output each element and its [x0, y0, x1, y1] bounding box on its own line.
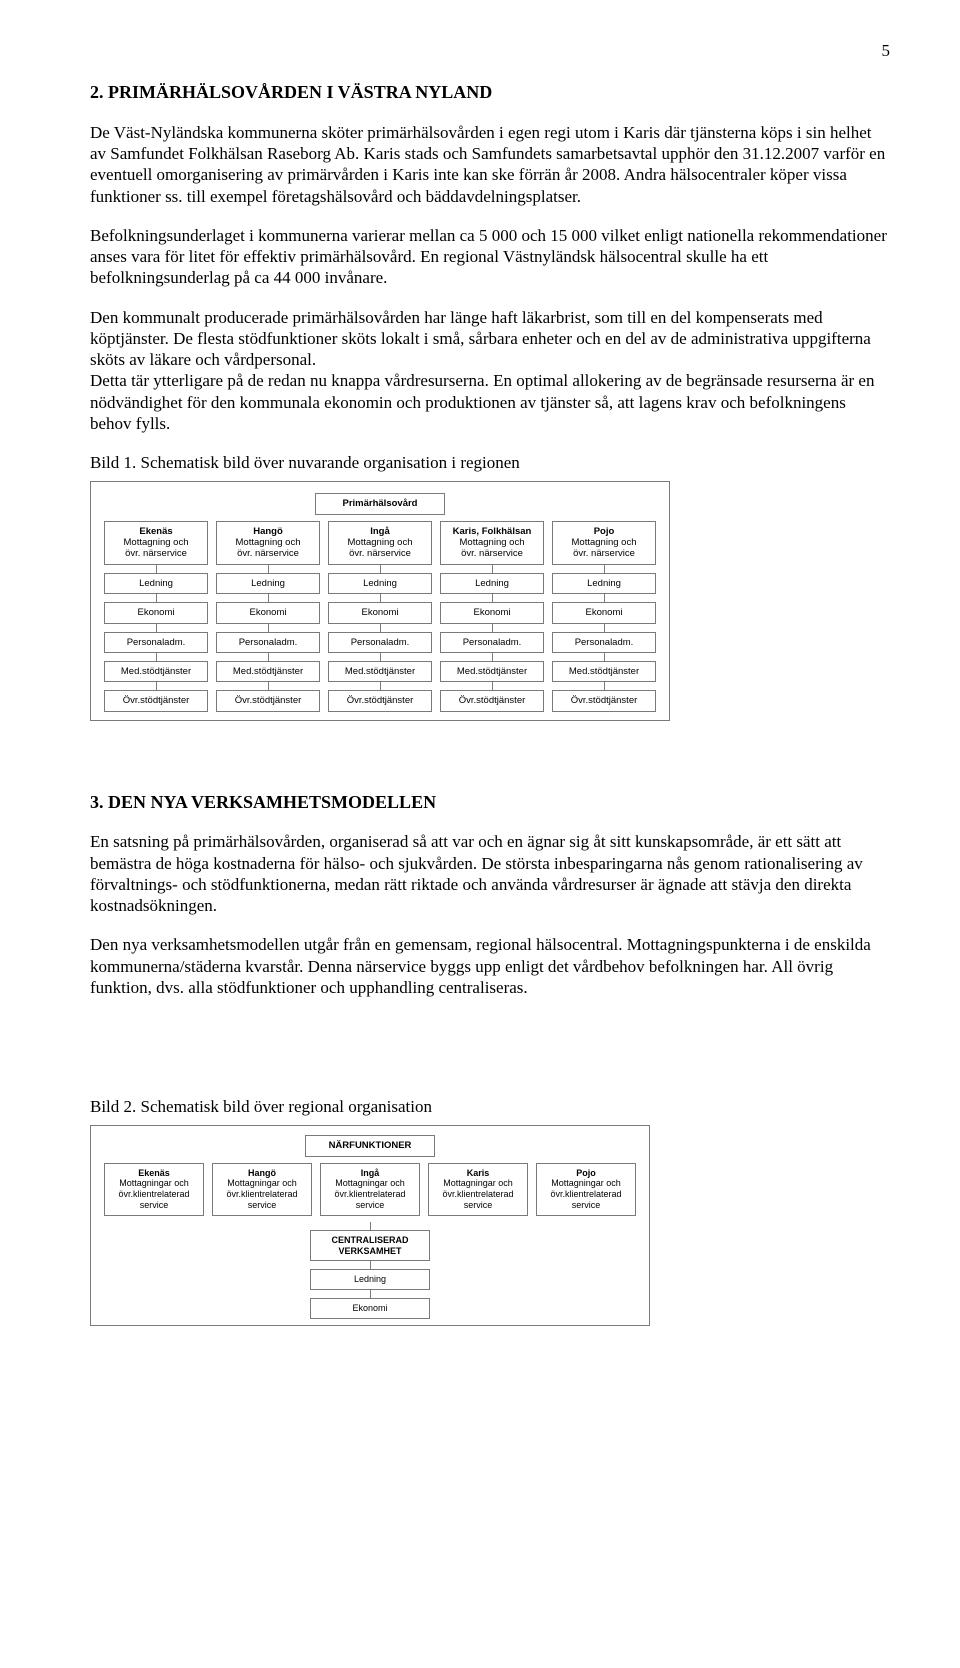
diagram-row-node: Ledning [216, 573, 320, 594]
connector [604, 624, 605, 632]
diagram-top-node: HangöMottagning ochövr. närservice [216, 521, 320, 565]
connector [604, 682, 605, 690]
paragraph: En satsning på primärhälsovården, organi… [90, 831, 890, 916]
diagram-column: KarisMottagningar ochövr.klientrelaterad… [428, 1163, 528, 1216]
diagram-row-node: Personaladm. [216, 632, 320, 653]
paragraph: Detta tär ytterligare på de redan nu kna… [90, 370, 890, 434]
diagram-row-node: Personaladm. [104, 632, 208, 653]
connector [268, 624, 269, 632]
diagram-top-node: PojoMottagning ochövr. närservice [552, 521, 656, 565]
paragraph: Den nya verksamhetsmodellen utgår från e… [90, 934, 890, 998]
diagram-row-node: Ekonomi [104, 602, 208, 623]
connector [604, 594, 605, 602]
diagram-row-node: Ledning [552, 573, 656, 594]
diagram-column: Karis, FolkhälsanMottagning ochövr. närs… [440, 521, 544, 712]
diagram-header-node: NÄRFUNKTIONER [305, 1135, 435, 1156]
diagram-top-node: Karis, FolkhälsanMottagning ochövr. närs… [440, 521, 544, 565]
diagram-row-node: Med.stödtjänster [328, 661, 432, 682]
diagram-top-node: IngåMottagning ochövr. närservice [328, 521, 432, 565]
connector [492, 653, 493, 661]
diagram-header-node: Primärhälsovård [315, 493, 445, 514]
connector [268, 682, 269, 690]
diagram-column: IngåMottagningar ochövr.klientrelaterads… [320, 1163, 420, 1216]
diagram-top-node: KarisMottagningar ochövr.klientrelaterad… [428, 1163, 528, 1216]
diagram-top-node: HangöMottagningar ochövr.klientrelaterad… [212, 1163, 312, 1216]
connector [370, 1261, 371, 1269]
diagram-1: Primärhälsovård EkenäsMottagning ochövr.… [90, 481, 670, 721]
diagram-row-node: Ekonomi [328, 602, 432, 623]
diagram-row-node: Övr.stödtjänster [216, 690, 320, 711]
diagram-row-node: Ledning [104, 573, 208, 594]
diagram-column: IngåMottagning ochövr. närservice Ledning… [328, 521, 432, 712]
connector [156, 653, 157, 661]
connector [370, 1222, 371, 1230]
connector [380, 594, 381, 602]
paragraph: De Väst-Nyländska kommunerna sköter prim… [90, 122, 890, 207]
connector [268, 653, 269, 661]
diagram-column: EkenäsMottagning ochövr. närservice Ledni… [104, 521, 208, 712]
connector [156, 565, 157, 573]
diagram-row-node: Ekonomi [552, 602, 656, 623]
diagram-row-node: Med.stödtjänster [216, 661, 320, 682]
diagram-row-node: Ledning [440, 573, 544, 594]
diagram-row-node: Med.stödtjänster [552, 661, 656, 682]
section-heading-1: 2. PRIMÄRHÄLSOVÅRDEN I VÄSTRA NYLAND [90, 81, 890, 104]
connector [156, 624, 157, 632]
diagram-center-node: Ledning [310, 1269, 430, 1290]
connector [380, 653, 381, 661]
diagram-top-node: EkenäsMottagning ochövr. närservice [104, 521, 208, 565]
diagram-column: EkenäsMottagningar ochövr.klientrelatera… [104, 1163, 204, 1216]
diagram-row-node: Personaladm. [552, 632, 656, 653]
connector [370, 1290, 371, 1298]
diagram-row-node: Övr.stödtjänster [552, 690, 656, 711]
diagram-row-node: Ekonomi [216, 602, 320, 623]
connector [492, 624, 493, 632]
paragraph: Befolkningsunderlaget i kommunerna varie… [90, 225, 890, 289]
section-heading-2: 3. DEN NYA VERKSAMHETSMODELLEN [90, 791, 890, 814]
connector [268, 594, 269, 602]
connector [380, 624, 381, 632]
diagram-2: NÄRFUNKTIONER EkenäsMottagningar ochövr.… [90, 1125, 650, 1326]
diagram-row-node: Ledning [328, 573, 432, 594]
figure-caption: Bild 1. Schematisk bild över nuvarande o… [90, 452, 890, 473]
diagram-top-node: PojoMottagningar ochövr.klientrelaterads… [536, 1163, 636, 1216]
diagram-column: PojoMottagningar ochövr.klientrelaterads… [536, 1163, 636, 1216]
diagram-row-node: Ekonomi [440, 602, 544, 623]
connector [492, 565, 493, 573]
connector [604, 565, 605, 573]
diagram-row-node: Övr.stödtjänster [328, 690, 432, 711]
connector [268, 565, 269, 573]
diagram-row-node: Personaladm. [328, 632, 432, 653]
connector [380, 565, 381, 573]
diagram-top-node: IngåMottagningar ochövr.klientrelaterads… [320, 1163, 420, 1216]
diagram-column: PojoMottagning ochövr. närservice Ledning… [552, 521, 656, 712]
diagram-row-node: Personaladm. [440, 632, 544, 653]
diagram-row-node: Med.stödtjänster [104, 661, 208, 682]
diagram-row-node: Övr.stödtjänster [104, 690, 208, 711]
figure-caption: Bild 2. Schematisk bild över regional or… [90, 1096, 890, 1117]
diagram-center-node: CENTRALISERADVERKSAMHET [310, 1230, 430, 1262]
connector [604, 653, 605, 661]
connector [156, 594, 157, 602]
diagram-column: HangöMottagningar ochövr.klientrelaterad… [212, 1163, 312, 1216]
connector [492, 594, 493, 602]
diagram-row-node: Med.stödtjänster [440, 661, 544, 682]
diagram-center-node: Ekonomi [310, 1298, 430, 1319]
connector [380, 682, 381, 690]
page-number: 5 [90, 40, 890, 61]
diagram-column: HangöMottagning ochövr. närservice Lednin… [216, 521, 320, 712]
diagram-row-node: Övr.stödtjänster [440, 690, 544, 711]
diagram-top-node: EkenäsMottagningar ochövr.klientrelatera… [104, 1163, 204, 1216]
connector [156, 682, 157, 690]
paragraph: Den kommunalt producerade primärhälsovår… [90, 307, 890, 371]
connector [492, 682, 493, 690]
